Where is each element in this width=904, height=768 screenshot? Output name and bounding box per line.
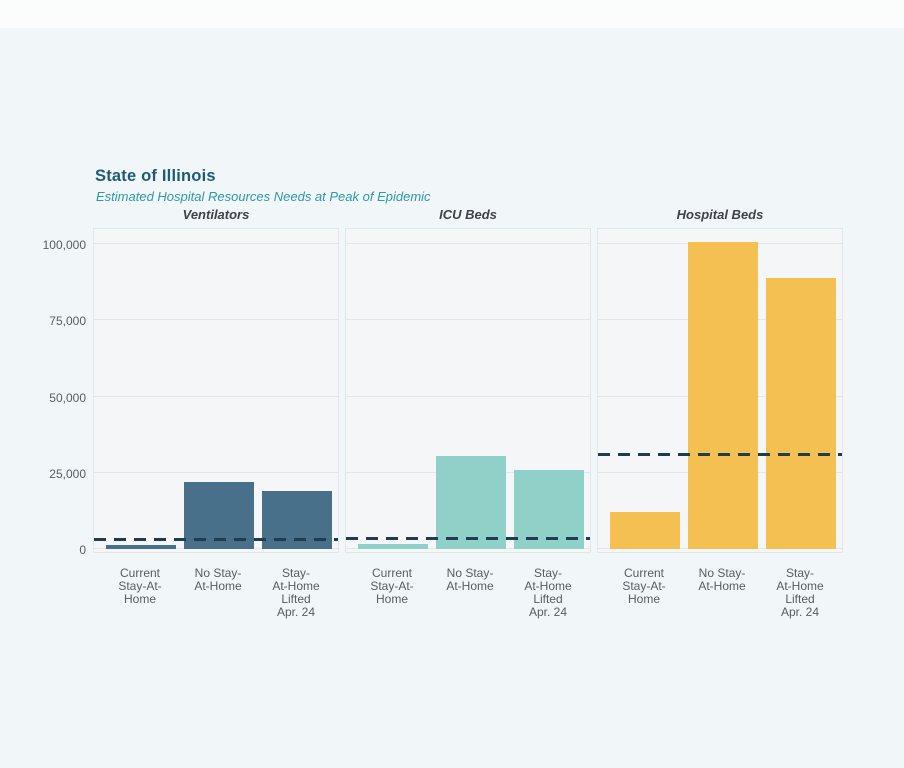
x-tick-label-line: Apr. 24 <box>780 605 820 619</box>
panel-ventilators: Ventilators Current Stay-At- Home No Stay- At… <box>93 208 339 619</box>
y-tick-label: 50,000 <box>49 390 86 405</box>
x-tick-label-current-stay-at-home: Current Stay-At- Home <box>90 567 190 606</box>
x-tick-label-line: Current <box>371 566 412 580</box>
x-tick-label-current-stay-at-home: Current Stay-At- Home <box>594 567 694 606</box>
capacity-dashed-line <box>346 537 590 541</box>
bar-no-stay-at-home[interactable] <box>688 242 758 549</box>
x-tick-label-line: Home <box>123 592 156 606</box>
x-tick-label-line: Stay- <box>281 566 310 580</box>
x-tick-label-line: At-Home <box>776 579 824 593</box>
y-tick-label: 0 <box>79 543 86 557</box>
x-tick-label-line: Stay-At- <box>622 579 666 593</box>
bar-current-stay-at-home[interactable] <box>610 512 680 549</box>
x-tick-label-line: At-Home <box>446 579 494 593</box>
y-tick-label: 25,000 <box>49 466 86 481</box>
panel-hospital-beds: Hospital Beds Current Stay-At- Home No Stay-… <box>597 208 843 619</box>
x-tick-label-stay-at-home-lifted-apr-24: Stay- At-Home Lifted Apr. 24 <box>750 567 850 619</box>
x-tick-label-line: No Stay- <box>446 566 494 580</box>
x-tick-label-line: Apr. 24 <box>276 605 316 619</box>
plot-area <box>597 228 843 553</box>
chart-subtitle: Estimated Hospital Resources Needs at Pe… <box>96 189 431 204</box>
x-tick-label-line: No Stay- <box>194 566 242 580</box>
panels-container: Ventilators Current Stay-At- Home No Stay- At… <box>93 208 843 619</box>
bar-current-stay-at-home[interactable] <box>106 545 176 549</box>
x-tick-label-line: Stay- <box>785 566 814 580</box>
x-tick-label-line: Current <box>623 566 664 580</box>
y-axis: 0 25,000 50,000 75,000 100,000 <box>0 228 86 557</box>
x-tick-label-line: Lifted <box>281 592 311 606</box>
x-tick-label-stay-at-home-lifted-apr-24: Stay- At-Home Lifted Apr. 24 <box>498 567 598 619</box>
y-gridline <box>346 243 590 244</box>
x-tick-label-line: Stay- <box>533 566 562 580</box>
x-tick-label-line: At-Home <box>698 579 746 593</box>
x-tick-label-line: Lifted <box>533 592 563 606</box>
x-tick-label-current-stay-at-home: Current Stay-At- Home <box>342 567 442 606</box>
x-tick-label-line: Home <box>627 592 660 606</box>
x-tick-label-line: At-Home <box>272 579 320 593</box>
panel-title: ICU Beds <box>439 207 497 222</box>
panel-icu-beds: ICU Beds Current Stay-At- Home No Stay- At-Ho… <box>345 208 591 619</box>
y-gridline <box>94 471 338 473</box>
bar-stay-at-home-lifted-apr-24[interactable] <box>766 277 836 549</box>
x-tick-label-line: Stay-At- <box>118 579 162 593</box>
top-strip <box>0 0 904 28</box>
y-gridline <box>94 395 338 397</box>
x-tick-label-line: Current <box>119 566 160 580</box>
x-tick-label-no-stay-at-home: No Stay- At-Home <box>168 567 268 593</box>
y-tick-label: 100,000 <box>42 238 86 252</box>
plot-area <box>93 228 339 553</box>
bar-current-stay-at-home[interactable] <box>358 544 428 549</box>
bar-no-stay-at-home[interactable] <box>436 455 506 549</box>
x-tick-label-line: At-Home <box>194 579 242 593</box>
bar-no-stay-at-home[interactable] <box>184 481 254 549</box>
y-gridline <box>346 395 590 397</box>
panel-title: Ventilators <box>182 207 250 222</box>
y-gridline <box>94 243 338 244</box>
capacity-dashed-line <box>598 452 842 456</box>
x-tick-label-line: No Stay- <box>698 566 746 580</box>
y-gridline <box>94 319 338 321</box>
x-tick-label-line: Home <box>375 592 408 606</box>
x-tick-label-line: At-Home <box>524 579 572 593</box>
y-tick-label: 75,000 <box>49 314 86 329</box>
capacity-dashed-line <box>94 538 338 542</box>
x-tick-label-no-stay-at-home: No Stay- At-Home <box>420 567 520 593</box>
bar-stay-at-home-lifted-apr-24[interactable] <box>514 469 584 549</box>
x-tick-label-line: Lifted <box>785 592 815 606</box>
chart-title: State of Illinois <box>95 167 216 185</box>
x-tick-label-line: Apr. 24 <box>528 605 568 619</box>
plot-area <box>345 228 591 553</box>
y-gridline <box>346 319 590 321</box>
x-tick-label-line: Stay-At- <box>370 579 414 593</box>
x-tick-label-no-stay-at-home: No Stay- At-Home <box>672 567 772 593</box>
panel-title: Hospital Beds <box>676 207 764 222</box>
x-tick-label-stay-at-home-lifted-apr-24: Stay- At-Home Lifted Apr. 24 <box>246 567 346 619</box>
